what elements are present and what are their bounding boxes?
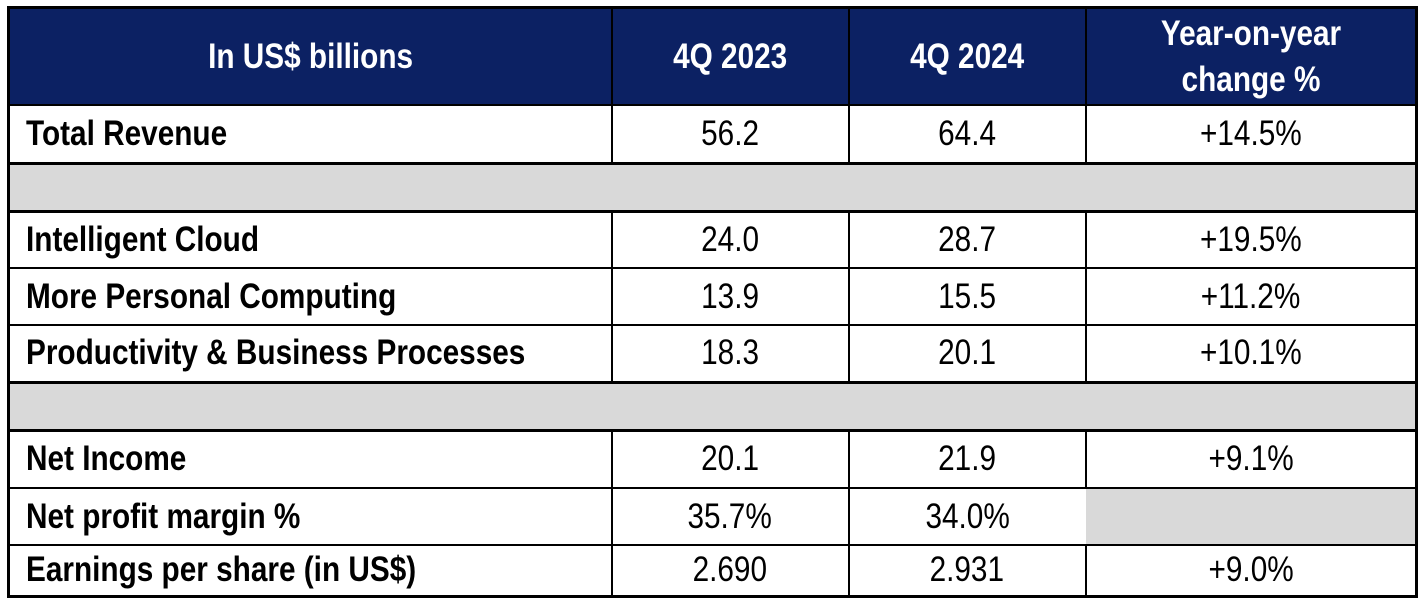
value-4q2023: 35.7% [687,496,773,536]
spacer-band [7,161,1418,213]
value-cell-4q2023: 2.690 [610,544,850,597]
row-label: More Personal Computing [26,276,397,316]
value-4q2023: 20.1 [701,439,759,479]
row-label: Productivity & Business Processes [26,333,526,373]
table-row-net-income: Net Income 20.1 21.9 +9.1% [7,429,1418,489]
value-cell-4q2023: 20.1 [610,429,850,489]
row-label-cell: Earnings per share (in US$) [7,544,613,597]
value-4q2024: 21.9 [938,439,996,479]
table-header-row: In US$ billions 4Q 2023 4Q 2024 Year-on-… [7,6,1418,106]
value-4q2023: 13.9 [701,276,759,316]
value-cell-4q2024: 28.7 [847,210,1087,269]
value-cell-yoy: +19.5% [1084,210,1418,269]
value-4q2024: 28.7 [938,219,996,259]
col-header-4q2023-label: 4Q 2023 [672,36,788,76]
value-yoy: +9.0% [1208,550,1294,590]
row-label-cell: Intelligent Cloud [7,210,613,269]
col-header-metric: In US$ billions [7,6,613,106]
value-cell-yoy-empty [1085,487,1418,546]
value-yoy: +19.5% [1199,219,1302,259]
spacer-row [7,380,1418,432]
value-4q2023: 2.690 [692,550,768,590]
value-4q2024: 15.5 [938,276,996,316]
value-cell-4q2024: 20.1 [847,324,1087,383]
row-label-cell: More Personal Computing [7,267,613,326]
table-row-intelligent-cloud: Intelligent Cloud 24.0 28.7 +19.5% [7,210,1418,269]
value-cell-4q2023: 35.7% [610,487,850,546]
row-label-cell: Net profit margin % [7,487,613,546]
table-row-earnings-per-share: Earnings per share (in US$) 2.690 2.931 … [7,544,1418,597]
value-cell-yoy: +9.0% [1084,544,1418,597]
row-label-cell: Net Income [7,429,613,489]
value-cell-yoy: +14.5% [1084,104,1418,164]
value-cell-yoy: +11.2% [1084,267,1418,326]
financial-results-table: In US$ billions 4Q 2023 4Q 2024 Year-on-… [7,6,1418,598]
value-cell-4q2023: 13.9 [610,267,850,326]
col-header-4q2024-label: 4Q 2024 [909,36,1025,76]
row-label: Net Income [26,439,187,479]
row-label: Earnings per share (in US$) [26,550,417,590]
value-yoy: +14.5% [1199,113,1302,153]
value-cell-4q2023: 56.2 [610,104,850,164]
value-cell-4q2023: 24.0 [610,210,850,269]
value-4q2024: 34.0% [925,496,1010,536]
value-yoy: +9.1% [1208,439,1294,479]
spacer-row [7,161,1418,213]
row-label-cell: Productivity & Business Processes [7,324,613,383]
table-row-productivity-business-processes: Productivity & Business Processes 18.3 2… [7,324,1418,383]
col-header-yoy: Year-on-year change % [1084,6,1418,106]
value-4q2023: 56.2 [701,113,759,153]
value-4q2024: 64.4 [938,113,996,153]
value-cell-4q2024: 34.0% [847,487,1087,546]
value-cell-4q2023: 18.3 [610,324,850,383]
value-yoy: +10.1% [1199,333,1302,373]
value-cell-yoy: +9.1% [1084,429,1418,489]
value-cell-4q2024: 2.931 [847,544,1087,597]
row-label: Net profit margin % [26,496,301,536]
table-row-total-revenue: Total Revenue 56.2 64.4 +14.5% [7,104,1418,164]
value-cell-4q2024: 21.9 [847,429,1087,489]
value-cell-4q2024: 64.4 [847,104,1087,164]
value-cell-4q2024: 15.5 [847,267,1087,326]
col-header-yoy-label: Year-on-year change % [1160,14,1341,99]
col-header-metric-label: In US$ billions [207,36,413,76]
row-label-cell: Total Revenue [7,104,613,164]
col-header-4q2024: 4Q 2024 [847,6,1087,106]
value-4q2023: 24.0 [701,219,759,259]
table-row-more-personal-computing: More Personal Computing 13.9 15.5 +11.2% [7,267,1418,326]
table-row-net-profit-margin: Net profit margin % 35.7% 34.0% [7,487,1418,546]
col-header-4q2023: 4Q 2023 [610,6,850,106]
value-4q2024: 20.1 [938,333,996,373]
value-4q2023: 18.3 [701,333,759,373]
spacer-band [7,380,1418,432]
row-label: Intelligent Cloud [26,219,260,259]
row-label: Total Revenue [26,113,228,153]
value-cell-yoy: +10.1% [1084,324,1418,383]
value-4q2024: 2.931 [929,550,1005,590]
value-yoy: +11.2% [1200,276,1301,316]
